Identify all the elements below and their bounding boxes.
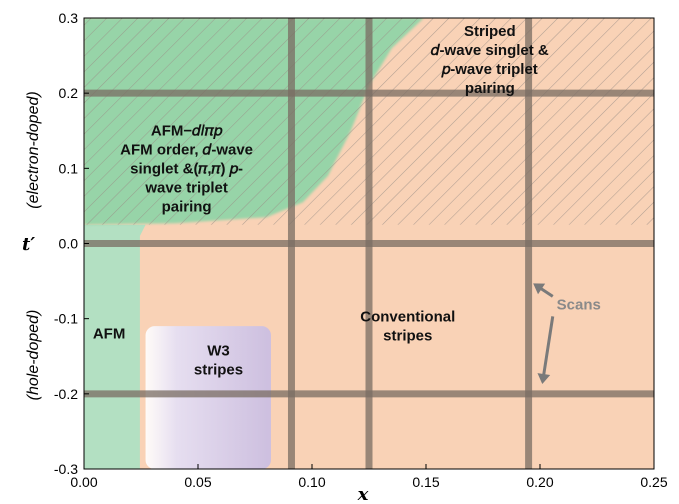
x-tick-label: 0.00: [70, 474, 97, 490]
scans-arrow-head: [533, 283, 546, 295]
region-label-line: AFM−𝑑/𝜋𝑝: [151, 122, 223, 139]
x-tick-label: 0.05: [184, 474, 211, 490]
region-label-line: Striped: [464, 23, 516, 40]
x-tick-label: 0.10: [298, 474, 325, 490]
region-w3: [145, 326, 271, 469]
y-tick-label: 0.1: [59, 160, 79, 176]
region-label-conventional: Conventional stripes: [360, 309, 455, 345]
y-tick-label: 0.0: [59, 236, 79, 252]
region-label-line: singlet &(𝜋,𝜋) 𝑝-: [130, 160, 243, 177]
y-tick-label: 0.2: [59, 85, 79, 101]
x-tick-label: 0.25: [640, 474, 667, 490]
y-tick-label: -0.3: [54, 461, 78, 477]
x-tick-label: 0.15: [412, 474, 439, 490]
region-label-afm: AFM: [93, 326, 126, 343]
region-label-line: wave triplet: [144, 179, 228, 196]
y-axis-label-upper: (electron-doped): [25, 91, 42, 208]
region-label-line: 𝑑-wave singlet &: [430, 42, 549, 59]
y-tick-label: -0.2: [54, 386, 78, 402]
region-label-afm-d-pi-p: AFM−𝑑/𝜋𝑝 AFM order, 𝑑-wave singlet &(𝜋,𝜋) …: [120, 122, 253, 215]
x-tick-label: 0.20: [526, 474, 553, 490]
scans-arrow-head: [537, 373, 551, 385]
y-axis-symbol: t′: [22, 234, 35, 255]
y-tick-label: -0.1: [54, 311, 78, 327]
region-label-line: AFM order, 𝑑-wave: [120, 141, 253, 158]
region-label-line: pairing: [465, 80, 515, 97]
region-afm: [84, 224, 146, 469]
x-axis-label: x: [357, 484, 369, 504]
region-label-line: W3: [207, 343, 230, 360]
region-label-line: AFM: [93, 326, 126, 343]
region-label-striped: Striped 𝑑-wave singlet & 𝑝-wave triplet pai…: [430, 23, 549, 97]
scans-label: Scans: [557, 296, 601, 313]
region-label-line: Conventional: [360, 309, 455, 326]
region-label-line: pairing: [162, 198, 212, 215]
y-tick-label: 0.3: [59, 10, 79, 26]
region-label-line: 𝑝-wave triplet: [441, 61, 538, 78]
scans-arrow-shaft: [542, 316, 555, 376]
region-label-line: stripes: [383, 328, 432, 345]
region-label-line: stripes: [194, 362, 243, 379]
y-axis-label-lower: (hole-doped): [25, 310, 42, 401]
scans-arrow-shaft: [539, 287, 554, 298]
region-label-w3: W3 stripes: [194, 343, 243, 379]
